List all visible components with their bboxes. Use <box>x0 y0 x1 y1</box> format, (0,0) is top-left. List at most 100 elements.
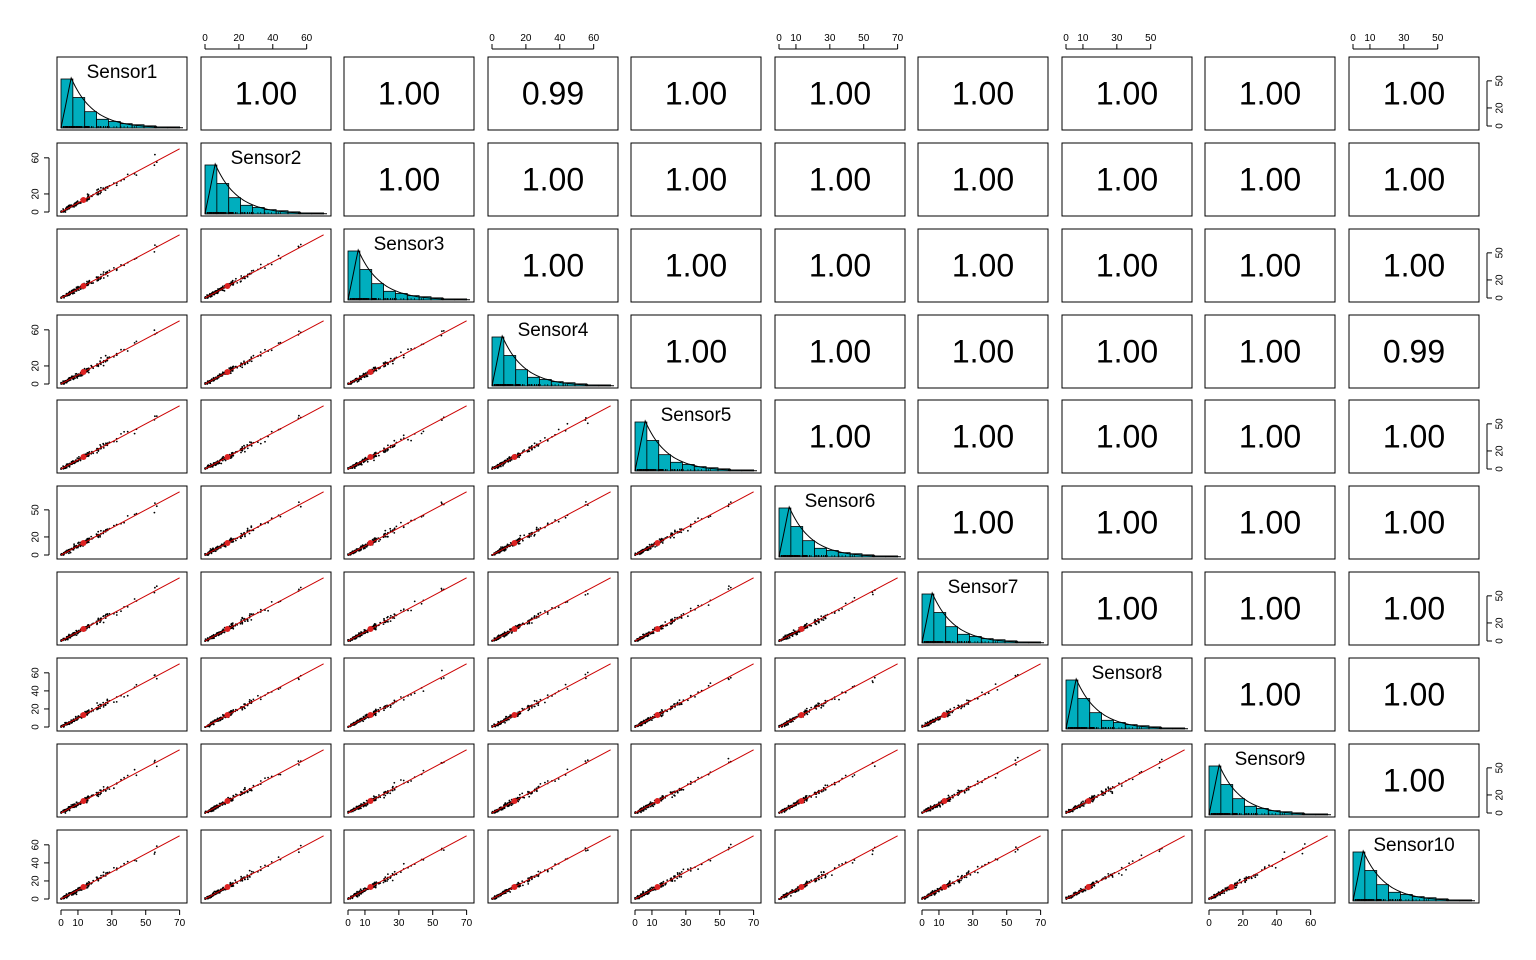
correlation-value: 1.00 <box>1239 419 1301 455</box>
data-point <box>240 532 243 535</box>
data-point <box>384 361 387 364</box>
data-point <box>92 367 95 370</box>
data-point <box>259 263 262 266</box>
panel-r4-c4: Sensor4 <box>487 314 619 389</box>
data-point <box>241 708 244 711</box>
data-point <box>135 340 138 343</box>
panel-frame <box>630 228 762 303</box>
correlation-value: 1.00 <box>1383 591 1445 627</box>
panel-frame <box>917 314 1049 389</box>
data-point <box>106 356 109 359</box>
panel-r5-c3 <box>343 399 475 474</box>
data-point <box>63 296 65 299</box>
data-point <box>97 536 100 539</box>
data-point <box>378 454 380 457</box>
data-point <box>115 614 118 616</box>
data-point <box>78 456 80 458</box>
data-point <box>373 624 375 627</box>
correlation-value: 1.00 <box>952 248 1014 284</box>
data-point <box>270 349 273 352</box>
panel-r7-c10: 1.00 <box>1348 571 1480 646</box>
panel-r3-c7: 1.00 <box>917 228 1049 303</box>
data-point <box>687 529 689 532</box>
data-point <box>537 613 540 616</box>
data-point <box>383 617 385 620</box>
data-point <box>100 357 102 359</box>
data-point <box>359 635 361 638</box>
data-point <box>729 501 732 503</box>
correlation-value: 1.00 <box>1383 505 1445 541</box>
data-point <box>420 602 423 605</box>
data-point <box>391 446 394 448</box>
data-point <box>86 370 89 373</box>
data-point <box>102 273 105 275</box>
data-point <box>90 364 93 367</box>
data-point <box>239 622 242 625</box>
data-point <box>99 192 101 195</box>
data-point <box>231 284 234 286</box>
mean-point <box>80 712 87 719</box>
density-curve <box>347 248 470 301</box>
data-point <box>154 586 156 589</box>
panel-frame <box>1348 142 1480 217</box>
data-point <box>360 548 362 551</box>
data-point <box>526 622 529 625</box>
panel-frame <box>1348 228 1480 303</box>
data-point <box>96 189 98 191</box>
correlation-value: 1.00 <box>1096 419 1158 455</box>
data-point <box>387 363 389 366</box>
data-point <box>521 707 524 710</box>
data-point <box>413 600 416 603</box>
data-point <box>96 451 98 454</box>
data-point <box>97 530 100 533</box>
data-point <box>378 540 380 542</box>
data-point <box>115 440 118 443</box>
mean-point <box>367 540 374 547</box>
data-point <box>68 465 71 468</box>
panel-frame <box>200 56 332 131</box>
data-point <box>246 529 249 532</box>
data-point <box>389 357 392 360</box>
data-point <box>154 415 156 418</box>
data-point <box>250 356 253 359</box>
data-point <box>243 360 245 363</box>
panel-r7-c9: 1.00 <box>1204 571 1336 646</box>
data-point <box>90 535 93 538</box>
data-point <box>86 284 89 287</box>
panel-r7-c7: Sensor7 <box>917 571 1049 646</box>
data-point <box>566 422 569 425</box>
data-point <box>250 444 253 447</box>
smooth-line <box>204 320 324 385</box>
data-point <box>249 441 251 443</box>
panel-r7-c4 <box>487 571 619 646</box>
panel-r2-c6: 1.00 <box>774 142 906 217</box>
data-point <box>680 531 683 534</box>
data-point <box>230 456 233 459</box>
data-point <box>244 363 246 366</box>
data-point <box>360 634 363 637</box>
data-point <box>100 273 102 276</box>
panel-frame <box>1348 56 1480 131</box>
panel-r4-c10: 0.99 <box>1348 314 1480 389</box>
correlation-value: 1.00 <box>952 76 1014 112</box>
panel-r2-c1 <box>56 142 188 217</box>
data-point <box>389 614 392 617</box>
data-point <box>246 276 249 278</box>
data-point <box>250 613 253 616</box>
data-point <box>689 607 692 610</box>
data-point <box>126 430 129 433</box>
data-point <box>206 294 209 296</box>
correlation-value: 1.00 <box>1096 76 1158 112</box>
panel-frame <box>1061 142 1193 217</box>
data-point <box>400 351 402 354</box>
data-point <box>244 707 246 710</box>
correlation-value: 1.00 <box>809 419 871 455</box>
data-point <box>383 709 385 712</box>
data-point <box>822 619 825 621</box>
data-point <box>102 615 105 617</box>
data-point <box>104 189 107 192</box>
smooth-line <box>204 234 324 299</box>
data-point <box>506 543 509 546</box>
data-point <box>259 608 262 611</box>
data-point <box>824 617 827 620</box>
